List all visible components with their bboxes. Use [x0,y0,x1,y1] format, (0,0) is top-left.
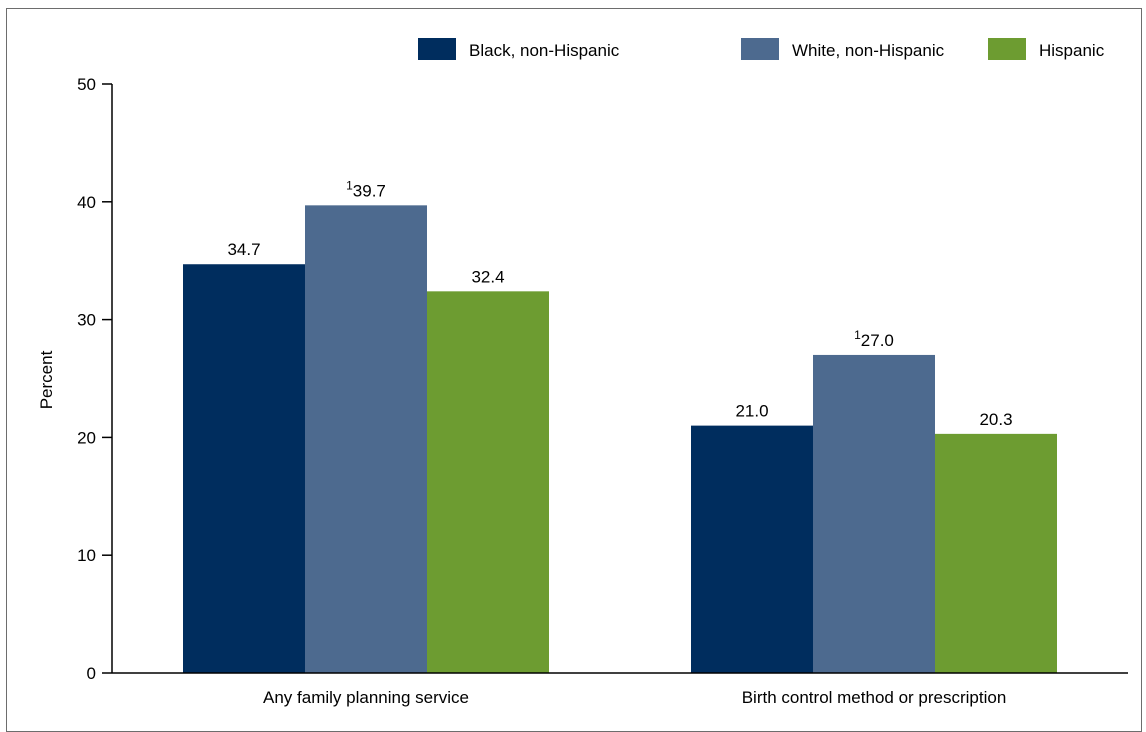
bar-value-text: 39.7 [353,181,386,200]
legend-swatch [741,38,779,60]
bar-value-label: 32.4 [471,267,504,286]
legend-label: White, non-Hispanic [792,41,945,60]
bar-value-label: 21.0 [735,402,768,421]
y-tick-label: 10 [77,546,96,565]
x-axis: Any family planning service Birth control… [112,672,1128,707]
legend-swatch [988,38,1026,60]
y-tick-label: 0 [87,664,96,683]
x-category-label: Birth control method or prescription [742,688,1007,707]
legend-swatch [418,38,456,60]
x-category-label: Any family planning service [263,688,469,707]
y-tick-label: 20 [77,428,96,447]
bar [427,291,549,673]
bar [183,264,305,673]
legend-label: Hispanic [1039,41,1105,60]
y-tick-label: 40 [77,193,96,212]
bar-value-text: 27.0 [861,331,894,350]
bar [305,205,427,674]
bar [813,354,935,673]
bar [691,425,813,673]
bar-value-label: 139.7 [346,178,386,200]
bar [935,433,1057,673]
bar-value-label: 127.0 [854,328,894,350]
legend: Black, non-Hispanic White, non-Hispanic Hi… [418,38,1105,60]
bar-value-label: 34.7 [227,240,260,259]
footnote-marker: 1 [854,328,861,342]
y-tick-label: 50 [77,75,96,94]
y-tick-label: 30 [77,311,96,330]
y-axis: 0 10 20 30 40 50 [77,75,113,683]
bar-value-label: 20.3 [979,410,1012,429]
legend-label: Black, non-Hispanic [469,41,620,60]
y-axis-label: Percent [37,350,56,409]
footnote-marker: 1 [346,178,353,192]
